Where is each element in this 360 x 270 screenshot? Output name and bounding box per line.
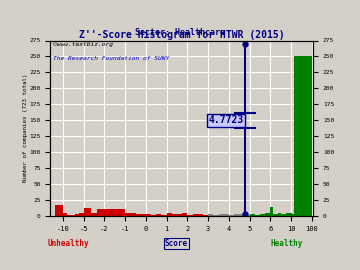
Bar: [239, 214, 244, 216]
Bar: [270, 207, 273, 216]
Bar: [172, 214, 177, 216]
Bar: [98, 209, 104, 216]
Bar: [250, 214, 255, 216]
Bar: [229, 215, 234, 216]
Bar: [63, 213, 67, 216]
Bar: [104, 209, 125, 216]
Bar: [208, 214, 213, 216]
Bar: [161, 215, 167, 216]
Bar: [90, 214, 98, 216]
Bar: [198, 214, 203, 216]
Bar: [125, 214, 135, 216]
Bar: [255, 215, 260, 216]
Text: ©www.textbiz.org: ©www.textbiz.org: [53, 42, 113, 47]
Bar: [276, 214, 278, 216]
Bar: [273, 214, 276, 216]
Text: 4.7723: 4.7723: [209, 115, 244, 125]
Bar: [75, 214, 80, 216]
Bar: [71, 215, 75, 216]
Bar: [188, 215, 193, 216]
Bar: [156, 214, 161, 216]
Y-axis label: Number of companies (723 total): Number of companies (723 total): [23, 74, 28, 183]
Bar: [265, 214, 270, 216]
Bar: [244, 215, 250, 216]
Text: Healthy: Healthy: [271, 239, 303, 248]
Bar: [213, 215, 219, 216]
Bar: [219, 214, 224, 216]
Bar: [286, 213, 291, 216]
Bar: [135, 214, 146, 216]
Bar: [182, 214, 188, 216]
Text: Unhealthy: Unhealthy: [48, 239, 90, 248]
Bar: [294, 56, 312, 216]
Bar: [84, 208, 90, 216]
Bar: [80, 213, 84, 216]
Bar: [234, 214, 239, 216]
Bar: [55, 204, 63, 216]
Bar: [177, 214, 182, 216]
Bar: [146, 214, 151, 216]
Title: Z''-Score Histogram for HTWR (2015): Z''-Score Histogram for HTWR (2015): [79, 31, 285, 40]
Bar: [67, 215, 71, 216]
Bar: [260, 214, 265, 216]
Bar: [224, 214, 229, 216]
Text: Sector: Healthcare: Sector: Healthcare: [135, 28, 225, 37]
Bar: [203, 215, 208, 216]
Bar: [278, 214, 281, 216]
Text: The Research Foundation of SUNY: The Research Foundation of SUNY: [53, 56, 169, 61]
Bar: [281, 214, 286, 216]
Bar: [193, 214, 198, 216]
Bar: [167, 214, 172, 216]
Text: Score: Score: [165, 239, 188, 248]
Bar: [151, 215, 156, 216]
